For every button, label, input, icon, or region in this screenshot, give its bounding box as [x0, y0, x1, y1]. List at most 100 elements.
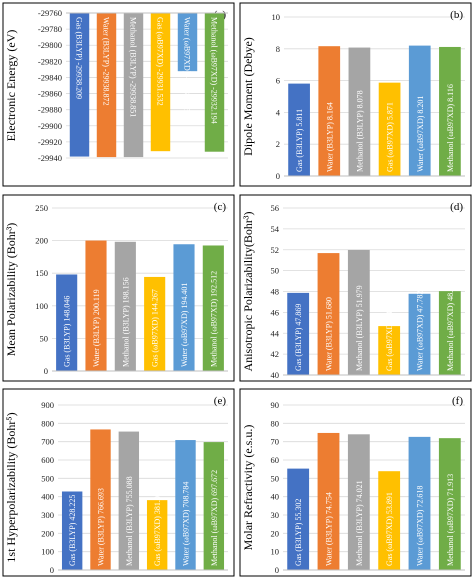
bar-data-label: Water (ωB97XD) 8.201 — [416, 96, 425, 172]
bar — [144, 276, 166, 371]
bar-data-label: Methanol (ωB97XD) 71.913 — [446, 474, 455, 566]
bar — [69, 13, 90, 157]
y-tick-label: -29920 — [38, 137, 62, 147]
y-tick-label: 90 — [271, 400, 280, 410]
y-tick-label: 800 — [41, 418, 54, 428]
bar — [408, 293, 431, 375]
y-tick-label: -29860 — [38, 89, 62, 99]
y-axis-label: Anisotropic Polarizability(Bohr³) — [241, 212, 255, 372]
y-tick-label: 700 — [41, 437, 54, 447]
y-tick-label: 2 — [276, 139, 280, 149]
y-tick-label: 56 — [271, 203, 280, 213]
chart-panel-b: 0 2 4 6 8 10 Dipole Moment (Debye) (b) Gas (B3LY… — [239, 2, 472, 187]
y-tick-label: 400 — [41, 492, 54, 502]
panel-tag: (b) — [450, 9, 463, 21]
y-tick-label: 6 — [276, 76, 280, 86]
bar-data-label: Gas (ωB97XD) 44.686 — [385, 297, 394, 371]
y-tick-label: 60 — [271, 455, 280, 465]
y-tick-label: 10 — [272, 12, 281, 22]
bar-data-label: Methanol (ωB97XD) 697.672 — [210, 470, 219, 566]
y-axis-label: Dipole Moment (Debye) — [241, 37, 255, 156]
bar — [177, 13, 198, 72]
y-tick-label: 44 — [271, 328, 280, 338]
bar-data-label: Methanol (ωB97XD) 48.035 — [446, 279, 455, 371]
y-tick-label: 48 — [271, 287, 280, 297]
bar-data-label: Water (ωB97XD) 708.784 — [182, 482, 191, 566]
bar — [438, 291, 461, 375]
bar-data-label: Methanol (ωB97XD) 8.116 — [446, 84, 455, 172]
y-tick-label: 52 — [271, 245, 280, 255]
bar — [85, 240, 107, 371]
bar — [173, 244, 195, 371]
bar — [287, 292, 310, 375]
bar — [317, 253, 340, 375]
bar-data-label: Water (B3LYP) -29938.872 — [102, 17, 111, 106]
bar-data-label: Gas (ωB97XD) 53.891 — [385, 492, 394, 566]
bar-data-label: Water (B3LYP) 200.119 — [92, 289, 101, 367]
y-tick-label: 200 — [41, 528, 54, 538]
y-axis-label: 1st Hyperpolarizability (Bohr⁵) — [4, 412, 18, 562]
bar-data-label: Methanol (B3LYP) 755.088 — [125, 476, 134, 566]
bar — [347, 434, 370, 570]
panel-tag: (f) — [452, 395, 463, 407]
y-tick-label: 50 — [271, 266, 280, 276]
y-tick-label: 300 — [41, 510, 54, 520]
bar-data-label: Methanol (B3LYP) -29938.851 — [129, 17, 138, 117]
bar — [204, 13, 225, 152]
y-tick-label: -29900 — [38, 121, 62, 131]
y-tick-label: 70 — [271, 437, 280, 447]
y-axis-label: Molar Refractivity (e.s.u.) — [241, 425, 255, 551]
bar-data-label: Gas (B3LYP) -29938.209 — [75, 17, 84, 99]
bar-data-label: Methanol (B3LYP) 74.021 — [355, 480, 364, 566]
bar-data-label: Methanol (B3LYP) 198.156 — [121, 277, 130, 367]
bar — [287, 468, 310, 570]
panel-tag: (d) — [450, 201, 463, 213]
bar-data-label: Water (B3LYP) 8.164 — [325, 102, 334, 172]
y-tick-label: 150 — [35, 268, 48, 278]
bar — [317, 432, 340, 570]
panel-tag: (e) — [214, 395, 227, 407]
y-tick-label: 600 — [41, 455, 54, 465]
y-tick-label: -29780 — [38, 24, 62, 34]
panel-tag: (c) — [214, 201, 227, 213]
bar-data-label: Water (ωB97XD) 72.618 — [416, 486, 425, 566]
y-tick-label: 30 — [271, 510, 280, 520]
bar — [348, 47, 371, 176]
bar-data-label: Water (ωB97XD) -29832.215 — [183, 17, 192, 112]
y-tick-label: -29760 — [38, 8, 62, 18]
chart-panel-e: 0 100 200 300 400 500 600 700 800 900 1st Hyperpol… — [2, 388, 235, 577]
bar-data-label: Gas (ωB97XD) 144.267 — [151, 289, 160, 367]
bar-data-label: Gas (B3LYP) 47.869 — [294, 304, 303, 371]
bar — [439, 46, 461, 177]
y-tick-label: -29880 — [38, 105, 62, 115]
chart-panel-d: 40 42 44 46 48 50 52 54 56 Anisotropic Polarizabi… — [239, 194, 472, 382]
bar — [318, 46, 341, 176]
y-tick-label: 20 — [271, 528, 280, 538]
bar-data-label: Water (ωB97XD) 194.401 — [180, 283, 189, 367]
bar — [378, 82, 401, 176]
y-tick-label: 200 — [35, 236, 48, 246]
bar — [150, 13, 171, 152]
y-tick-label: 46 — [271, 307, 280, 317]
bar-data-label: Gas (B3LYP) 5.811 — [295, 109, 304, 172]
y-tick-label: 42 — [271, 349, 280, 359]
bar — [438, 438, 461, 570]
bar-data-label: Methanol (ωB97XD) 192.512 — [209, 271, 218, 367]
y-tick-label: 8 — [276, 44, 280, 54]
bar-data-label: Water (ωB97XD) 47.782 — [416, 291, 425, 371]
bar-data-label: Methanol (B3LYP) 8.078 — [355, 90, 364, 172]
y-tick-label: 80 — [271, 418, 280, 428]
bar-data-label: Methanol (B3LYP) 51.979 — [355, 285, 364, 371]
bar-data-label: Gas (ωB97XD) -29931.532 — [156, 17, 165, 106]
bar-data-label: Water (B3LYP) 766.693 — [97, 488, 106, 566]
bar — [288, 83, 310, 176]
y-tick-label: 10 — [271, 547, 280, 557]
bar — [347, 249, 370, 375]
y-tick-label: 900 — [41, 400, 54, 410]
bar — [408, 436, 431, 570]
bar — [408, 45, 431, 177]
y-tick-label: 40 — [271, 370, 280, 380]
chart-panel-a: -29760 -29780 -29800 -29820 -29840 -29860 -298… — [2, 2, 235, 187]
